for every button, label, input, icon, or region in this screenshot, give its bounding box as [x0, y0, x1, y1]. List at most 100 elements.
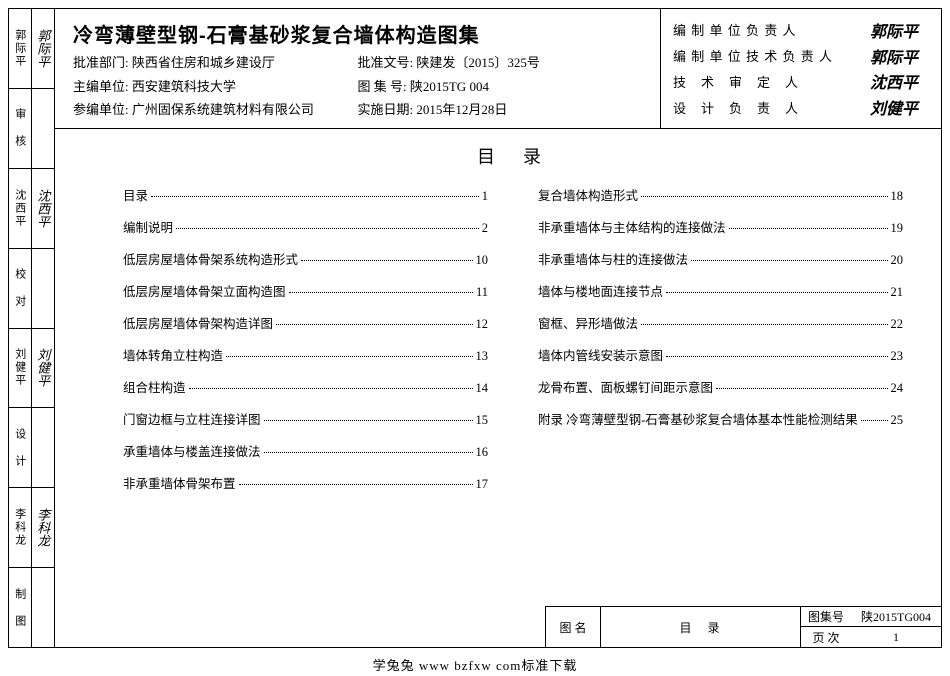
toc-page: 24 — [891, 381, 904, 396]
side-signature — [32, 249, 55, 328]
toc-page: 11 — [476, 285, 488, 300]
signer-name: 沈西平 — [859, 69, 929, 93]
signer-name: 郭际平 — [859, 18, 929, 42]
main-area: 冷弯薄壁型钢-石膏基砂浆复合墙体构造图集 批准部门: 陕西省住房和城乡建设厅 批… — [55, 9, 941, 647]
meta-row: 批准部门: 陕西省住房和城乡建设厅 批准文号: 陕建发〔2015〕325号 — [73, 52, 642, 71]
toc-page: 18 — [891, 189, 904, 204]
document-title: 冷弯薄壁型钢-石膏基砂浆复合墙体构造图集 — [73, 19, 642, 48]
toc-label: 编制说明 — [123, 217, 173, 236]
side-cell: 校 对 — [9, 249, 54, 329]
signer-row: 编 制 单 位 负 责 人 郭际平 — [673, 18, 929, 42]
watermark-text: 学兔兔 www bzfxw com标准下载 — [0, 655, 950, 674]
toc-dots — [641, 313, 887, 326]
toc-page: 15 — [476, 413, 489, 428]
toc-column-left: 目录1编制说明2低层房屋墙体骨架系统构造形式10低层房屋墙体骨架立面构造图11低… — [123, 185, 488, 505]
side-role: 沈西平 — [9, 169, 32, 248]
signer-label: 编 制 单 位 技 术 负 责 人 — [673, 46, 833, 65]
tb-page-value: 1 — [851, 627, 941, 647]
tb-name-label: 图 名 — [546, 607, 601, 647]
toc-page: 14 — [476, 381, 489, 396]
toc-label: 附录 冷弯薄壁型钢-石膏基砂浆复合墙体基本性能检测结果 — [538, 409, 858, 428]
toc-label: 非承重墙体骨架布置 — [123, 473, 236, 492]
toc-page: 25 — [891, 413, 904, 428]
drawing-frame: 郭际平 郭际平 审 核 沈西平 沈西平 校 对 刘健平 刘健平 设 计 李科龙 … — [8, 8, 942, 648]
toc-page: 17 — [476, 477, 489, 492]
side-role: 设 计 — [9, 408, 32, 487]
toc-entry: 附录 冷弯薄壁型钢-石膏基砂浆复合墙体基本性能检测结果 25 — [538, 409, 903, 428]
signer-label: 技 术 审 定 人 — [673, 72, 799, 91]
toc-title: 目录 — [123, 143, 903, 169]
toc-dots — [301, 249, 472, 262]
toc-dots — [289, 281, 473, 294]
meta-right: 图 集 号: 陕2015TG 004 — [358, 76, 643, 95]
side-cell: 李科龙 李科龙 — [9, 488, 54, 568]
toc-page: 12 — [476, 317, 489, 332]
toc-label: 复合墙体构造形式 — [538, 185, 638, 204]
signer-row: 设 计 负 责 人 刘健平 — [673, 95, 929, 119]
toc-dots — [691, 249, 887, 262]
toc-page: 19 — [891, 221, 904, 236]
side-cell: 郭际平 郭际平 — [9, 9, 54, 89]
toc-label: 低层房屋墙体骨架构造详图 — [123, 313, 273, 332]
toc-column-right: 复合墙体构造形式 18 非承重墙体与主体结构的连接做法 19 非承重墙体与柱的连接做法 2… — [538, 185, 903, 505]
toc-label: 非承重墙体与柱的连接做法 — [538, 249, 688, 268]
toc-label: 墙体内管线安装示意图 — [538, 345, 663, 364]
toc-label: 承重墙体与楼盖连接做法 — [123, 441, 261, 460]
side-cell: 审 核 — [9, 89, 54, 169]
title-block: 图 名 目录 图集号 页 次 陕2015TG004 1 — [545, 606, 942, 648]
meta-left: 参编单位: 广州固保系统建筑材料有限公司 — [73, 99, 358, 118]
toc-label: 非承重墙体与主体结构的连接做法 — [538, 217, 726, 236]
side-role: 李科龙 — [9, 488, 32, 567]
toc-label: 门窗边框与立柱连接详图 — [123, 409, 261, 428]
toc-dots — [666, 281, 887, 294]
toc-entry: 门窗边框与立柱连接详图 15 — [123, 409, 488, 428]
toc-page: 23 — [891, 349, 904, 364]
header-right: 编 制 单 位 负 责 人 郭际平 编 制 单 位 技 术 负 责 人 郭际平 … — [661, 9, 941, 128]
toc-dots — [189, 377, 473, 390]
toc-page: 13 — [476, 349, 489, 364]
toc-label: 组合柱构造 — [123, 377, 186, 396]
toc-entry: 非承重墙体与主体结构的连接做法 19 — [538, 217, 903, 236]
side-role: 郭际平 — [9, 9, 32, 88]
header-left: 冷弯薄壁型钢-石膏基砂浆复合墙体构造图集 批准部门: 陕西省住房和城乡建设厅 批… — [55, 9, 661, 128]
toc-page: 21 — [891, 285, 904, 300]
toc-dots — [151, 185, 479, 198]
toc-entry: 墙体内管线安装示意图 23 — [538, 345, 903, 364]
side-signature: 郭际平 — [32, 9, 55, 88]
toc-label: 窗框、异形墙做法 — [538, 313, 638, 332]
tb-set-value: 陕2015TG004 — [851, 607, 941, 627]
toc-label: 龙骨布置、面板螺钉间距示意图 — [538, 377, 713, 396]
approval-sidebar: 郭际平 郭际平 审 核 沈西平 沈西平 校 对 刘健平 刘健平 设 计 李科龙 … — [9, 9, 55, 647]
side-signature — [32, 568, 55, 647]
toc-dots — [716, 377, 887, 390]
toc-entry: 龙骨布置、面板螺钉间距示意图 24 — [538, 377, 903, 396]
toc-page: 2 — [482, 221, 488, 236]
toc-label: 低层房屋墙体骨架立面构造图 — [123, 281, 286, 300]
toc-entry: 组合柱构造 14 — [123, 377, 488, 396]
toc-entry: 窗框、异形墙做法22 — [538, 313, 903, 332]
toc-dots — [861, 409, 888, 422]
header-block: 冷弯薄壁型钢-石膏基砂浆复合墙体构造图集 批准部门: 陕西省住房和城乡建设厅 批… — [55, 9, 941, 129]
tb-page-label: 页 次 — [801, 627, 851, 647]
toc-entry: 非承重墙体骨架布置 17 — [123, 473, 488, 492]
signer-name: 郭际平 — [859, 44, 929, 68]
side-signature: 沈西平 — [32, 169, 55, 248]
side-signature: 刘健平 — [32, 329, 55, 408]
side-signature — [32, 408, 55, 487]
side-signature: 李科龙 — [32, 488, 55, 567]
toc-entry: 墙体转角立柱构造13 — [123, 345, 488, 364]
tb-keys: 图集号 页 次 — [801, 607, 851, 647]
meta-left: 批准部门: 陕西省住房和城乡建设厅 — [73, 52, 358, 71]
toc-label: 目录 — [123, 185, 148, 204]
signer-label: 设 计 负 责 人 — [673, 98, 799, 117]
toc-entry: 低层房屋墙体骨架构造详图 12 — [123, 313, 488, 332]
meta-right: 批准文号: 陕建发〔2015〕325号 — [358, 52, 643, 71]
toc-entry: 低层房屋墙体骨架立面构造图 11 — [123, 281, 488, 300]
toc-label: 墙体与楼地面连接节点 — [538, 281, 663, 300]
toc-page: 1 — [482, 189, 488, 204]
toc-dots — [641, 185, 887, 198]
side-signature — [32, 89, 55, 168]
side-cell: 刘健平 刘健平 — [9, 329, 54, 409]
toc-dots — [729, 217, 888, 230]
toc-page: 16 — [476, 445, 489, 460]
